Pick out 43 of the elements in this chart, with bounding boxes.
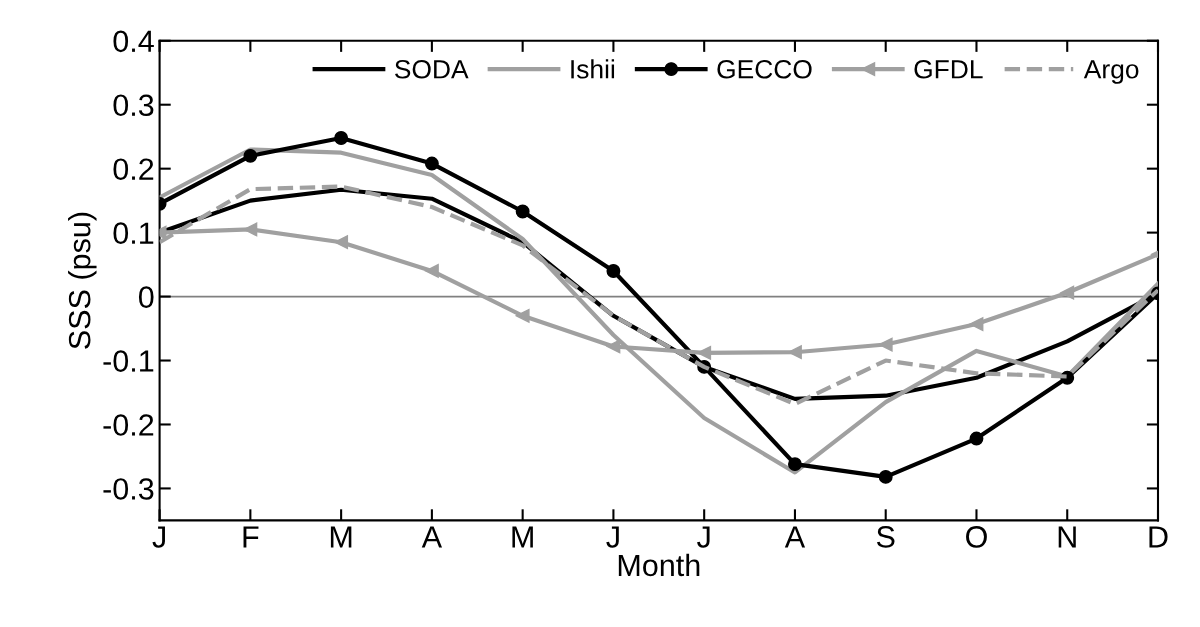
legend-label: Argo [1083, 60, 1139, 84]
x-tick-label: D [1149, 526, 1168, 548]
point [788, 457, 802, 472]
y-tick-label: -0.2 [103, 414, 154, 436]
point [424, 156, 439, 171]
point [515, 204, 530, 219]
x-tick-label: J [697, 526, 710, 548]
x-tick-label: M [512, 526, 533, 548]
point [606, 339, 621, 354]
point [424, 264, 439, 278]
point [334, 131, 349, 145]
point [878, 469, 893, 484]
y-tick-label: 0.4 [113, 30, 154, 53]
point [697, 345, 712, 360]
x-tick-label: M [330, 526, 352, 548]
point [969, 431, 984, 446]
x-tick-label: O [966, 526, 987, 548]
y-tick-label: 0.1 [113, 222, 154, 244]
y-tick-label: 0 [138, 286, 154, 308]
y-tick-label: 0.3 [113, 94, 154, 117]
x-tick-label: A [421, 526, 443, 548]
y-axis-title: SSS (psu) [68, 212, 97, 349]
y-tick-label: 0.2 [113, 158, 154, 181]
point [334, 235, 349, 250]
legend-label: GECCO [717, 59, 812, 79]
x-tick-label: N [1058, 526, 1076, 548]
legend-label: Ishii [571, 59, 615, 79]
point [1060, 285, 1075, 300]
legend-label: SODA [395, 59, 469, 79]
x-tick-label: J [152, 526, 165, 548]
legend-label: GFDL [914, 59, 983, 79]
x-tick-label: A [784, 526, 806, 548]
x-tick-label: J [606, 526, 619, 548]
y-tick-label: -0.1 [103, 350, 154, 372]
point [243, 148, 258, 163]
point [606, 264, 621, 278]
x-axis-title: Month [618, 553, 700, 577]
x-tick-label: S [876, 526, 895, 548]
point [515, 308, 530, 323]
y-tick-label: -0.3 [103, 478, 154, 500]
x-tick-label: F [243, 526, 259, 548]
point [788, 345, 802, 360]
point [969, 317, 984, 332]
